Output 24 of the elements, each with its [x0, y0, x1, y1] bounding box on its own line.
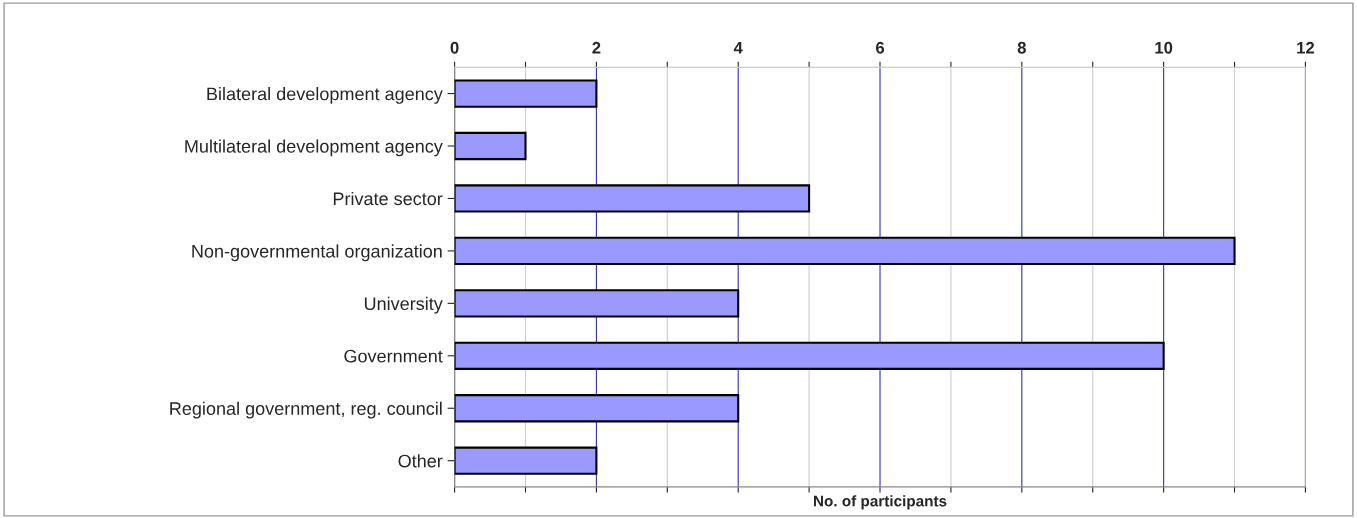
x-tick-label: 0 [450, 41, 459, 54]
bar [454, 289, 740, 318]
y-tick-label: Government [344, 349, 443, 363]
y-tick-label: University [364, 296, 443, 314]
x-tick-label: 2 [592, 41, 601, 54]
x-tick-label: 6 [875, 41, 885, 54]
bar [454, 446, 598, 475]
bar [454, 79, 598, 108]
y-tick-label: Multilateral development agency [185, 139, 443, 157]
y-tick-label: Other [398, 454, 443, 468]
x-tick-label: 10 [1155, 41, 1173, 54]
bar [454, 184, 811, 213]
y-tick-label: Non-governmental organization [192, 244, 442, 262]
bar [454, 341, 1165, 370]
bar [454, 131, 527, 161]
y-tick-label: Regional government, reg. council [170, 401, 442, 419]
x-axis-title: No. of participants [813, 495, 947, 510]
bar [454, 394, 740, 423]
y-tick-label: Bilateral development agency [207, 87, 443, 104]
y-tick-label: Private sector [333, 191, 443, 206]
bar [454, 236, 1236, 266]
x-tick-label: 8 [1017, 41, 1026, 54]
x-tick-label: 12 [1297, 41, 1315, 54]
x-tick-label: 4 [733, 42, 743, 54]
